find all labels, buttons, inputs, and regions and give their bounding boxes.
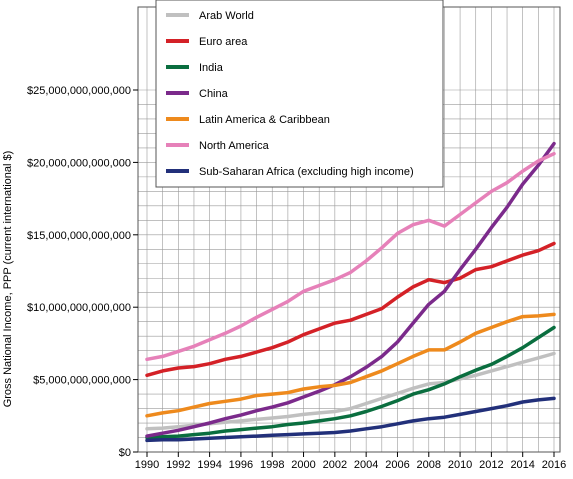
y-tick-label: $20,000,000,000,000 <box>27 157 131 169</box>
series-line-china <box>145 141 556 438</box>
legend-label-india: India <box>199 62 224 74</box>
y-axis-label: Gross National Income, PPP (current inte… <box>2 151 14 408</box>
y-tick-labels: $0 $5,000,000,000,000 $10,000,000,000,000 $… <box>27 85 138 459</box>
y-tick-label: $10,000,000,000,000 <box>27 302 131 314</box>
x-tick-label: 2008 <box>417 459 441 471</box>
x-tick-label: 2012 <box>479 459 503 471</box>
y-tick-label: $15,000,000,000,000 <box>27 230 131 242</box>
x-tick-label: 1998 <box>260 459 284 471</box>
x-tick-label: 2000 <box>291 459 315 471</box>
legend-box <box>155 0 444 188</box>
series-layer <box>145 141 556 443</box>
x-tick-labels: 1990 1992 1994 1996 1998 2000 2002 2004 2006 2008… <box>135 452 566 471</box>
series-line-sub-saharan-africa-excluding-high-income <box>145 396 556 443</box>
legend-label-north-america: North America <box>199 140 270 152</box>
series-line-euro-area <box>145 241 556 378</box>
y-tick-label: $25,000,000,000,000 <box>27 85 131 97</box>
x-tick-label: 1992 <box>166 459 190 471</box>
series-line-latin-america-caribbean <box>145 312 556 418</box>
series-line-north-america <box>145 151 556 362</box>
x-tick-label: 2006 <box>385 459 409 471</box>
x-tick-label: 2004 <box>354 459 378 471</box>
x-tick-label: 1990 <box>135 459 159 471</box>
legend: Arab World Euro area India China Latin Ameri… <box>155 0 444 188</box>
legend-label-latin-america-caribbean: Latin America & Caribbean <box>199 114 330 126</box>
y-tick-label: $5,000,000,000,000 <box>33 375 131 387</box>
x-tick-label: 1994 <box>197 459 221 471</box>
legend-label-china: China <box>199 88 229 100</box>
x-tick-label: 1996 <box>229 459 253 471</box>
legend-label-euro-area: Euro area <box>199 36 248 48</box>
x-tick-label: 2014 <box>510 459 534 471</box>
legend-label-sub-saharan-africa-excluding-high-income: Sub-Saharan Africa (excluding high incom… <box>199 166 414 178</box>
series-line-india <box>145 325 556 440</box>
y-tick-label: $0 <box>119 447 131 459</box>
legend-label-arab-world: Arab World <box>199 10 254 22</box>
x-tick-label: 2002 <box>323 459 347 471</box>
x-tick-label: 2016 <box>542 459 566 471</box>
x-tick-label: 2010 <box>448 459 472 471</box>
